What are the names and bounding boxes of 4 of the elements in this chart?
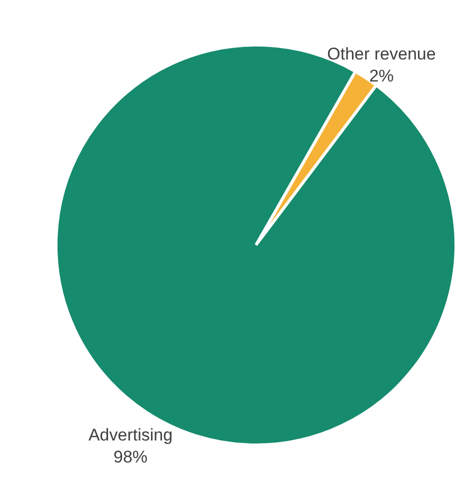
data-label: 98% (113, 447, 148, 466)
slice-label: Other revenue (327, 44, 436, 64)
data-label: 2% (369, 66, 394, 86)
slice-label: Advertising (88, 425, 173, 444)
